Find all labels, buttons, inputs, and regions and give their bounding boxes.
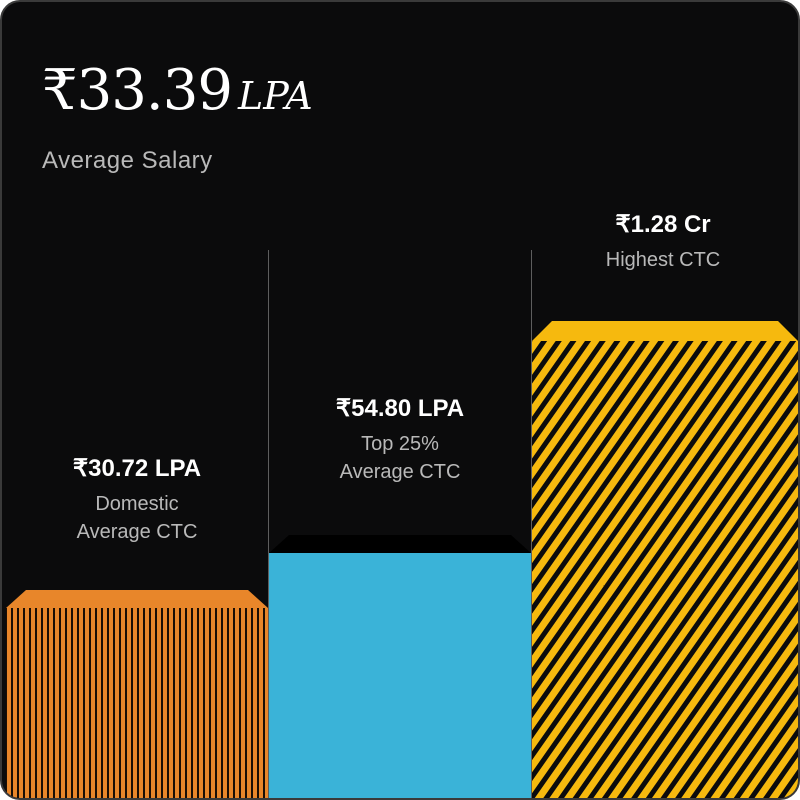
bar-category-label: Highest CTC bbox=[532, 246, 794, 274]
bar-body bbox=[6, 608, 268, 798]
bar-category-line: Top 25% bbox=[361, 433, 439, 455]
bar-cap bbox=[532, 321, 798, 341]
column-top25: ₹54.80 LPA Top 25% Average CTC bbox=[269, 394, 531, 486]
bar-category-line: Highest CTC bbox=[605, 249, 721, 271]
bar-category-label: Top 25% Average CTC bbox=[269, 430, 531, 486]
headline-unit: LPA bbox=[237, 74, 313, 118]
bar-cap bbox=[269, 535, 531, 553]
average-salary-value: ₹33.39 LPA bbox=[42, 58, 313, 123]
bar-category-line: Average CTC bbox=[76, 521, 198, 543]
headline-value: ₹33.39 bbox=[42, 58, 233, 123]
bar-body bbox=[269, 553, 531, 798]
column-highest: ₹1.28 Cr Highest CTC bbox=[532, 210, 794, 274]
bar-domestic bbox=[6, 590, 268, 798]
column-domestic: ₹30.72 LPA Domestic Average CTC bbox=[6, 454, 268, 546]
bar-highest bbox=[532, 321, 798, 798]
average-salary-label: Average Salary bbox=[42, 147, 213, 174]
column-divider bbox=[531, 250, 532, 798]
bar-category-line: Average CTC bbox=[339, 461, 461, 483]
bar-top25 bbox=[269, 535, 531, 798]
column-divider bbox=[268, 250, 269, 798]
bar-value-label: ₹1.28 Cr bbox=[615, 211, 711, 238]
bar-category-label: Domestic Average CTC bbox=[6, 490, 268, 546]
bar-body bbox=[532, 341, 798, 798]
bar-cap bbox=[6, 590, 268, 608]
bar-value-label: ₹30.72 LPA bbox=[72, 455, 202, 482]
bar-value-label: ₹54.80 LPA bbox=[335, 395, 465, 422]
bar-category-line: Domestic bbox=[95, 493, 179, 515]
